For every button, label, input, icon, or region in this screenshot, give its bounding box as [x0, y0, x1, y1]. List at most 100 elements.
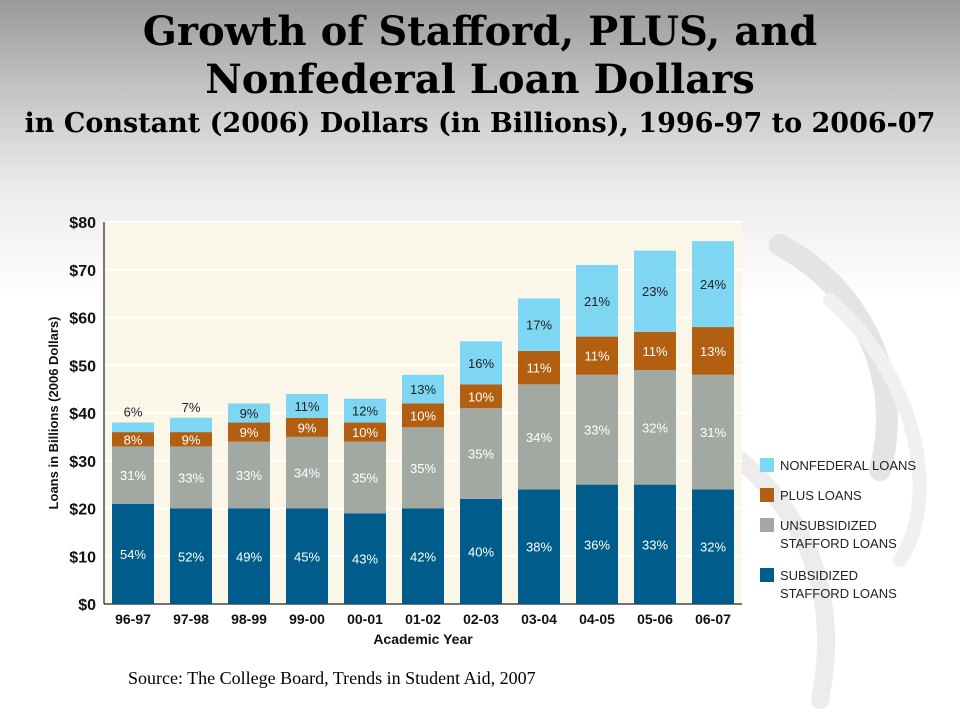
- data-label: 16%: [468, 356, 494, 371]
- bar-segment: [692, 327, 734, 375]
- bar-segment: [344, 441, 386, 514]
- title-line-1: Growth of Stafford, PLUS, and: [142, 8, 818, 55]
- bar-segment: [286, 417, 328, 437]
- data-label: 31%: [700, 425, 726, 440]
- title-line-2: Nonfederal Loan Dollars: [205, 56, 755, 103]
- data-label: 11%: [642, 344, 667, 359]
- x-tick-label: 03-04: [521, 611, 557, 627]
- legend-label: SUBSIDIZED: [780, 568, 858, 583]
- bar-segment: [170, 432, 212, 447]
- data-label: 33%: [584, 423, 610, 438]
- bar-segment: [402, 403, 444, 428]
- bar-segment: [634, 250, 676, 332]
- bar-segment: [460, 341, 502, 385]
- bar-segment: [692, 374, 734, 490]
- x-tick-label: 96-97: [115, 611, 151, 627]
- bar-segment: [518, 350, 560, 385]
- title-line-3: in Constant (2006) Dollars (in Billions)…: [24, 108, 936, 139]
- data-label: 13%: [700, 344, 726, 359]
- bar-segment: [634, 370, 676, 485]
- data-label: 11%: [526, 361, 551, 376]
- data-label: 11%: [294, 399, 319, 414]
- source-note: Source: The College Board, Trends in Stu…: [128, 668, 536, 688]
- bar-segment: [286, 393, 328, 418]
- legend-label: UNSUBSIDIZED: [780, 518, 877, 533]
- bar-segment: [518, 384, 560, 490]
- x-tick-label: 99-00: [289, 611, 325, 627]
- y-tick-label: $50: [69, 358, 96, 375]
- data-label: 42%: [410, 549, 436, 564]
- data-label: 34%: [294, 466, 320, 481]
- legend-label: PLUS LOANS: [780, 488, 862, 503]
- bar-segment: [576, 374, 618, 485]
- x-tick-label: 04-05: [579, 611, 615, 627]
- data-label: 36%: [584, 537, 610, 552]
- x-axis-title: Academic Year: [373, 631, 473, 647]
- data-label: 9%: [240, 425, 259, 440]
- x-tick-label: 00-01: [347, 611, 383, 627]
- x-tick-label: 06-07: [695, 611, 731, 627]
- bar-segment: [112, 422, 154, 433]
- bar-segment: [518, 298, 560, 351]
- bar-segment: [228, 441, 270, 509]
- bar-segment: [692, 489, 734, 604]
- legend-label: STAFFORD LOANS: [780, 536, 897, 551]
- bar-segment: [344, 398, 386, 423]
- data-label: 35%: [410, 461, 436, 476]
- data-label: 35%: [468, 447, 494, 462]
- bar-segment: [112, 432, 154, 447]
- bar-segment: [634, 331, 676, 371]
- data-label: 9%: [182, 432, 201, 447]
- y-tick-label: $10: [69, 549, 96, 566]
- data-label: 45%: [294, 549, 320, 564]
- data-label: 21%: [584, 294, 610, 309]
- bar-segment: [228, 422, 270, 442]
- data-label: 13%: [410, 382, 436, 397]
- data-label: 34%: [526, 430, 552, 445]
- data-label: 17%: [526, 318, 552, 333]
- bar-segment: [576, 264, 618, 337]
- bar-segment: [170, 508, 212, 604]
- data-label: 38%: [526, 540, 552, 555]
- bar-segment: [460, 384, 502, 409]
- legend-swatch: [760, 488, 774, 502]
- data-label: 9%: [298, 420, 317, 435]
- y-tick-label: $80: [69, 215, 96, 232]
- data-label: 10%: [410, 408, 436, 423]
- data-label: 7%: [182, 400, 201, 415]
- data-label: 54%: [120, 547, 146, 562]
- slide-title: Growth of Stafford, PLUS, and Nonfederal…: [0, 8, 960, 144]
- data-label: 24%: [700, 277, 726, 292]
- data-label: 9%: [240, 406, 259, 421]
- y-tick-label: $70: [69, 263, 96, 280]
- data-label: 10%: [468, 389, 494, 404]
- legend-swatch: [760, 568, 774, 582]
- bar-segment: [112, 503, 154, 604]
- data-label: 6%: [124, 405, 143, 420]
- y-tick-label: $0: [78, 597, 96, 614]
- data-label: 32%: [700, 540, 726, 555]
- data-label: 32%: [642, 420, 668, 435]
- data-label: 31%: [120, 468, 146, 483]
- legend-label: NONFEDERAL LOANS: [780, 458, 916, 473]
- bar-segment: [402, 508, 444, 604]
- legend-label: STAFFORD LOANS: [780, 586, 897, 601]
- y-tick-label: $30: [69, 454, 96, 471]
- x-tick-label: 02-03: [463, 611, 499, 627]
- y-tick-label: $20: [69, 502, 96, 519]
- legend-swatch: [760, 518, 774, 532]
- bar-segment: [576, 484, 618, 604]
- bar-segment: [402, 374, 444, 404]
- bar-segment: [112, 446, 154, 504]
- data-label: 33%: [178, 470, 204, 485]
- bar-segment: [286, 436, 328, 509]
- data-label: 33%: [236, 468, 262, 483]
- data-label: 23%: [642, 284, 668, 299]
- y-tick-label: $40: [69, 406, 96, 423]
- data-label: 10%: [352, 425, 378, 440]
- y-axis-title: Loans in Billions (2006 Dollars): [46, 317, 61, 510]
- data-label: 8%: [124, 432, 143, 447]
- bar-segment: [402, 427, 444, 509]
- bar-segment: [518, 489, 560, 604]
